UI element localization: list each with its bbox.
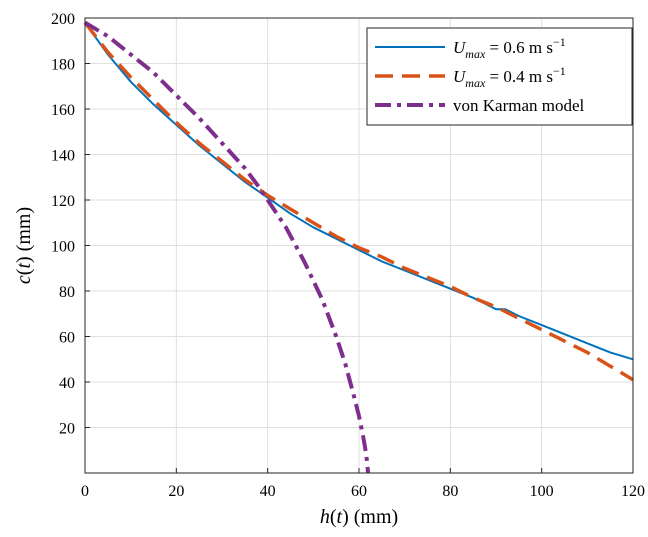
legend-label-1: Umax = 0.4 m s−1 <box>453 64 566 90</box>
y-tick-label: 100 <box>51 239 75 256</box>
x-tick-label: 80 <box>442 483 458 500</box>
ticks: 0 20 40 60 80 100 120 20 40 60 80 100 120 140 160 180 20… <box>51 11 645 500</box>
legend-label-0: Umax = 0.6 m s−1 <box>453 35 566 61</box>
y-tick-label: 20 <box>59 421 75 438</box>
grid <box>85 18 633 473</box>
y-tick-label: 120 <box>51 193 75 210</box>
y-tick-label: 160 <box>51 102 75 119</box>
series-layer <box>83 20 634 474</box>
y-tick-label: 180 <box>51 57 75 74</box>
series-line-1 <box>83 21 634 382</box>
x-tick-label: 40 <box>260 483 276 500</box>
x-tick-label: 20 <box>168 483 184 500</box>
y-tick-label: 60 <box>59 330 75 347</box>
x-tick-label: 120 <box>621 483 645 500</box>
series-line-2 <box>83 20 371 474</box>
legend-label-2: von Karman model <box>453 96 585 115</box>
x-tick-label: 100 <box>530 483 554 500</box>
y-tick-label: 80 <box>59 284 75 301</box>
axis-labels: h(t) (mm) c(t) (mm) <box>13 207 398 528</box>
x-tick-label: 0 <box>81 483 89 500</box>
y-tick-label: 200 <box>51 11 75 28</box>
y-tick-label: 40 <box>59 375 75 392</box>
y-tick-label: 140 <box>51 148 75 165</box>
x-axis-label: h(t) (mm) <box>320 506 398 528</box>
legend: Umax = 0.6 m s−1 Umax = 0.4 m s−1 von Karm… <box>366 27 633 126</box>
y-axis-label: c(t) (mm) <box>13 207 35 284</box>
x-tick-label: 60 <box>351 483 367 500</box>
